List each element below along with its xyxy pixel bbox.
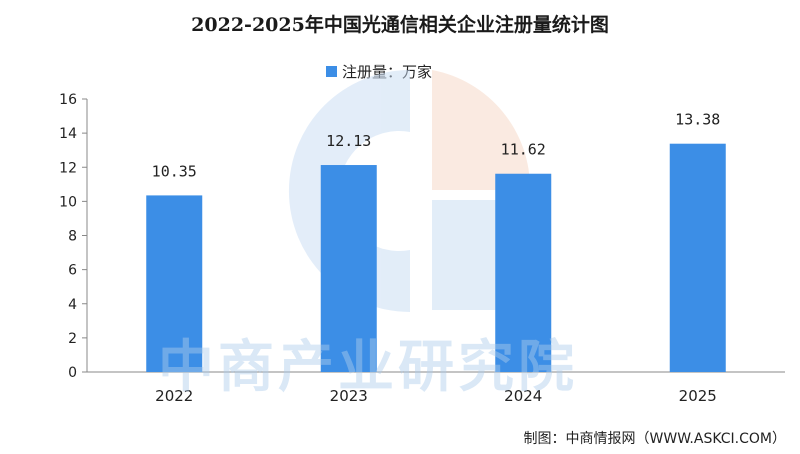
bar-data-label: 12.13 [326,132,371,150]
bar-data-label: 10.35 [152,162,197,180]
bar [669,143,726,372]
x-axis-ticks: 2022 2023 2024 2025 [155,387,717,405]
y-tick-label: 12 [59,160,77,176]
y-tick-label: 4 [68,297,77,313]
y-tick-label: 2 [68,331,77,347]
x-tick-label: 2023 [330,387,368,405]
bar [495,173,552,372]
y-axis-ticks: 0 2 4 6 8 10 12 14 16 [59,92,87,381]
bars [146,143,726,372]
bar-data-labels: 10.35 12.13 11.62 13.38 [152,111,721,181]
y-tick-label: 0 [68,365,77,381]
y-tick-label: 16 [59,92,77,108]
y-tick-label: 8 [68,229,77,245]
x-tick-label: 2022 [155,387,193,405]
source-note: 制图：中商情报网（WWW.ASKCI.COM） [523,431,786,447]
legend-swatch [326,66,337,77]
y-tick-label: 10 [59,194,77,210]
watermark-text: 中商产业研究院 [158,335,578,400]
bar-data-label: 13.38 [675,111,720,129]
bar-data-label: 11.62 [501,141,546,159]
bar [320,165,377,372]
x-tick-label: 2024 [504,387,542,405]
bar [146,195,203,372]
chart-title: 2022-2025年中国光通信相关企业注册量统计图 [191,14,609,36]
y-tick-label: 14 [59,126,77,142]
x-tick-label: 2025 [679,387,717,405]
y-tick-label: 6 [68,263,77,279]
